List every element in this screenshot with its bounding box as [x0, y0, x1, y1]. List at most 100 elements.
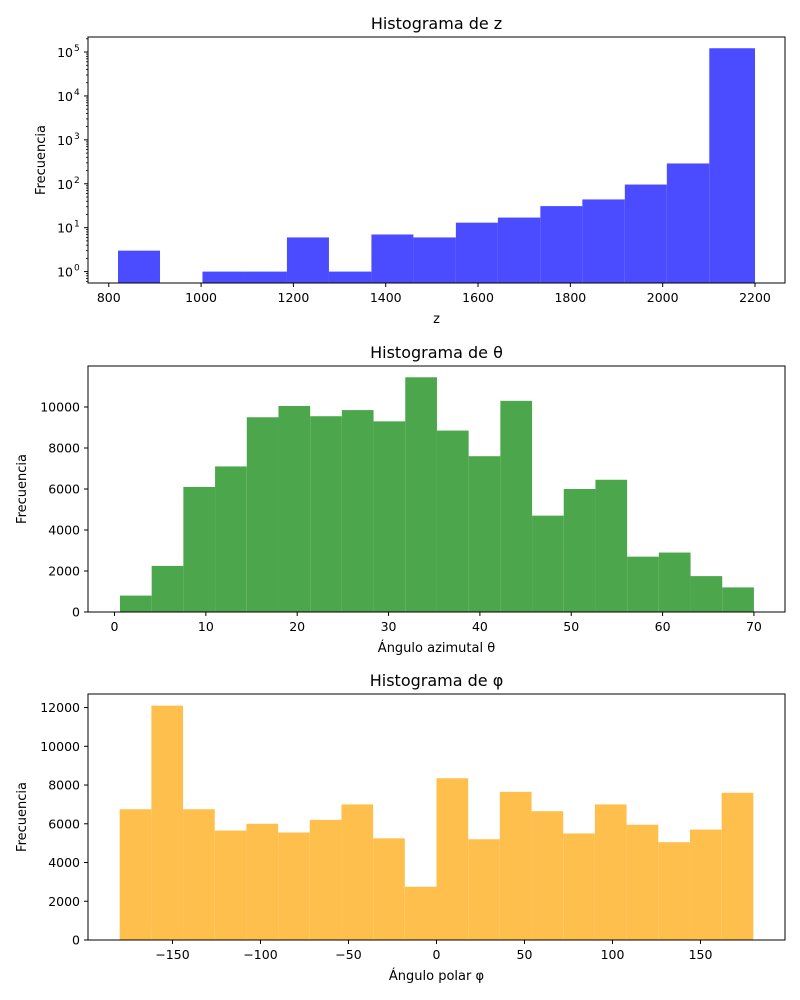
x-axis-label: z [433, 312, 440, 327]
histogram-bar [563, 833, 595, 940]
histogram-bar [436, 430, 469, 612]
histogram-bar [658, 552, 691, 612]
y-tick-label: 10 [57, 133, 73, 148]
histogram-bar [405, 377, 437, 612]
histogram-bar [246, 823, 279, 940]
histogram-bar [413, 237, 456, 283]
x-tick-label: 100 [601, 947, 625, 962]
x-axis-ticks: −150 −100 −50 0 50 100 150 [155, 940, 712, 962]
histogram-bar [690, 576, 723, 612]
x-tick-label: 1000 [185, 290, 217, 305]
x-tick-label: 800 [97, 290, 121, 305]
x-axis-ticks: 800 1000 1200 1400 1600 1800 2000 2200 [97, 283, 771, 305]
y-tick-label: 10000 [40, 400, 80, 415]
y-tick-exponent: 3 [74, 132, 80, 142]
axes-frame [87, 36, 786, 284]
y-tick-label: 2000 [48, 894, 80, 909]
x-tick-label: 50 [563, 619, 579, 634]
histogram-bar [594, 804, 627, 940]
x-tick-label: 20 [289, 619, 305, 634]
x-tick-label: 60 [655, 619, 671, 634]
histogram-bar [183, 809, 215, 940]
histogram-bar [721, 792, 754, 940]
y-tick-label: 10 [57, 221, 73, 236]
chart-title-theta: Histograma de θ [370, 343, 503, 362]
histogram-bar [246, 417, 279, 612]
histogram-bar [373, 838, 405, 940]
histogram-bar [371, 234, 414, 283]
y-tick-label: 10 [57, 177, 73, 192]
y-tick-label: 10000 [40, 739, 80, 754]
histogram-bar [310, 416, 342, 612]
y-tick-label: 2000 [48, 564, 80, 579]
x-tick-label: 0 [111, 619, 119, 634]
histogram-bar [563, 489, 596, 612]
histogram-bars [119, 705, 754, 940]
histogram-bar [468, 456, 501, 612]
chart-title-phi: Histograma de φ [370, 671, 504, 690]
y-tick-exponent: 1 [74, 220, 80, 230]
histogram-bar [119, 809, 152, 940]
histogram-bar [582, 199, 625, 283]
histogram-bars [119, 377, 754, 612]
y-axis-minor-ticks [86, 38, 88, 282]
y-tick-label: 10 [57, 45, 73, 60]
histogram-bar [278, 832, 310, 940]
histogram-bar [468, 839, 500, 940]
histogram-bar [658, 842, 690, 940]
y-tick-label: 0 [72, 605, 80, 620]
y-tick-exponent: 2 [74, 176, 80, 186]
histogram-bar [666, 163, 710, 283]
x-tick-label: 1800 [554, 290, 586, 305]
y-tick-exponent: 5 [74, 44, 80, 54]
y-tick-label: 8000 [48, 778, 80, 793]
histogram-bar [689, 829, 722, 940]
y-tick-label: 10 [57, 265, 73, 280]
x-axis-label: Ángulo azimutal θ [378, 640, 495, 656]
y-tick-label: 0 [72, 933, 80, 948]
x-tick-label: 1400 [370, 290, 402, 305]
histogram-bar [151, 565, 184, 612]
histogram-bar [404, 886, 437, 940]
y-axis-label: Frecuencia [34, 125, 49, 195]
histogram-bar [309, 819, 342, 940]
x-tick-label: 30 [381, 619, 397, 634]
histogram-bar [436, 778, 469, 940]
histogram-bar [532, 515, 564, 612]
y-tick-label: 10 [57, 89, 73, 104]
histogram-phi-panel: −150 −100 −50 0 50 100 150 0 2000 4000 6000 8000 100… [15, 671, 786, 984]
y-tick-label: 12000 [40, 700, 80, 715]
histogram-bar [499, 791, 532, 940]
histogram-bar [278, 405, 311, 612]
histogram-bar [214, 830, 247, 940]
histogram-bar [341, 804, 374, 940]
histogram-bar [624, 184, 667, 283]
x-tick-label: 1600 [462, 290, 494, 305]
histogram-bar [373, 421, 406, 612]
histogram-bar [244, 271, 287, 283]
y-tick-label: 6000 [48, 482, 80, 497]
histogram-bar [595, 479, 628, 612]
histogram-bar [626, 824, 659, 940]
histogram-bar [455, 222, 498, 283]
x-axis-label: Ángulo polar φ [389, 968, 484, 984]
x-tick-label: −150 [155, 947, 189, 962]
chart-title-z: Histograma de z [371, 14, 502, 33]
histogram-bar [709, 48, 755, 283]
histogram-bar [341, 410, 374, 612]
histogram-bar [151, 705, 184, 940]
x-tick-label: −50 [335, 947, 361, 962]
y-tick-exponent: 4 [74, 88, 80, 98]
x-tick-label: 1200 [278, 290, 310, 305]
y-tick-label: 4000 [48, 855, 80, 870]
x-tick-label: 0 [433, 947, 441, 962]
histogram-bar [540, 206, 583, 283]
histogram-bar [627, 556, 659, 612]
y-tick-exponent: 0 [74, 264, 80, 274]
x-tick-label: 70 [746, 619, 762, 634]
y-tick-label: 6000 [48, 816, 80, 831]
histogram-bars [118, 48, 755, 283]
histogram-bar [531, 811, 564, 940]
histogram-bar [286, 237, 329, 283]
